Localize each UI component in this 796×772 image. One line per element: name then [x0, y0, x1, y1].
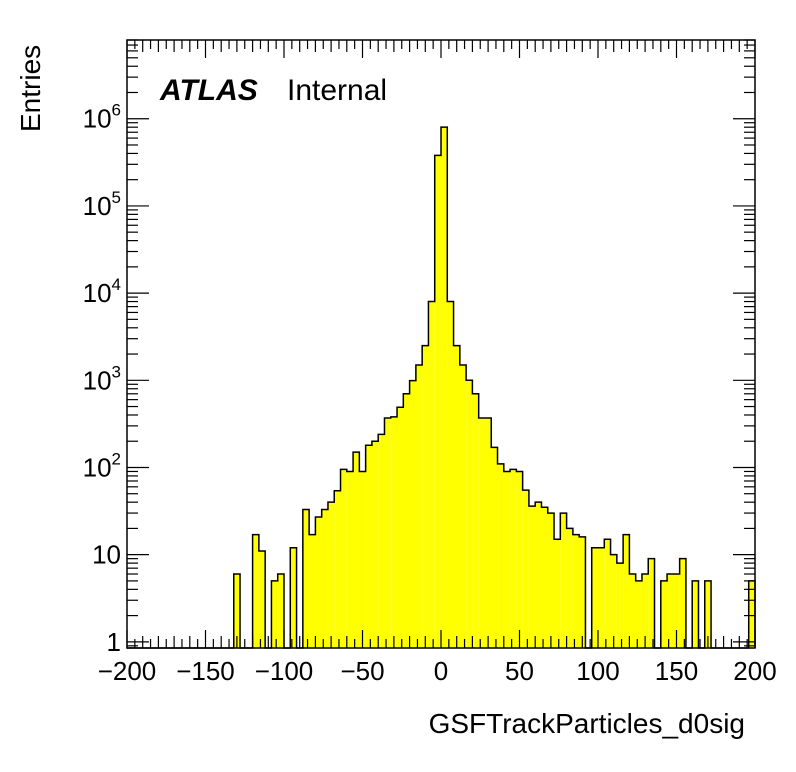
histogram-bar [629, 574, 636, 648]
histogram-bar [554, 539, 561, 648]
histogram-bar [579, 536, 586, 648]
histogram-bar [572, 534, 580, 648]
histogram-bar [340, 469, 347, 648]
histogram-bar [635, 580, 642, 648]
histogram-bar [390, 416, 398, 648]
y-tick-label: 1 [107, 627, 121, 657]
x-tick-label: 50 [505, 656, 534, 686]
histogram-bar [591, 547, 598, 648]
histogram-bar [384, 417, 391, 648]
histogram-outline [127, 126, 756, 649]
histogram-bar [610, 554, 617, 648]
histogram-bar [258, 551, 266, 648]
atlas-label: ATLAS [159, 74, 258, 107]
histogram-bar [359, 471, 366, 648]
histogram-bar [535, 502, 542, 648]
histogram-bar [704, 580, 712, 648]
histogram-bar [346, 471, 354, 648]
x-tick-label: 150 [655, 656, 698, 686]
histogram-bar [466, 380, 473, 648]
histogram-bar [648, 558, 655, 648]
histogram-bar [679, 558, 686, 648]
histogram-bar [422, 345, 429, 648]
histogram-bar [453, 345, 460, 648]
histogram-bar [497, 463, 504, 648]
histogram-bar [510, 469, 517, 648]
histogram-bar [365, 445, 372, 648]
histogram-bar [371, 441, 379, 648]
histogram-bar [660, 580, 668, 648]
histogram-bar [516, 471, 523, 648]
y-tick-label: 103 [83, 362, 121, 395]
histogram-bar [491, 447, 498, 648]
y-tick-label: 106 [83, 101, 121, 134]
y-tick-labels: 1 10 102 103 104 105 106 [83, 101, 121, 657]
histogram-bar [560, 513, 567, 648]
x-tick-label: 200 [733, 656, 776, 686]
histogram-bar [447, 301, 454, 648]
histogram-bar [327, 502, 335, 648]
histogram-bar [547, 513, 555, 648]
histogram-bar [353, 452, 360, 648]
histogram-bar [459, 364, 467, 648]
histogram-bar [472, 393, 479, 648]
y-tick-label: 102 [83, 449, 121, 482]
x-tick-label: −200 [98, 656, 157, 686]
histogram-bar [503, 471, 511, 648]
histogram-bar [478, 417, 485, 648]
x-tick-label: 100 [576, 656, 619, 686]
histogram-bar [302, 509, 310, 648]
x-tick-label: 0 [434, 656, 448, 686]
histogram-bar [441, 127, 448, 649]
y-tick-label: 10 [92, 540, 121, 570]
histogram-bar [522, 490, 529, 648]
histogram-bar [271, 580, 278, 648]
histogram-bar [616, 563, 624, 648]
histogram-bar [321, 509, 328, 648]
histogram-bar [604, 539, 611, 648]
histogram-bar [667, 574, 674, 648]
histogram-bar [277, 574, 284, 648]
histogram-bars [233, 127, 755, 649]
histogram-bar [566, 528, 573, 648]
histogram-bar [541, 507, 548, 648]
histogram-bar [403, 393, 410, 648]
histogram-bar [598, 547, 605, 648]
y-axis-title: Entries [15, 45, 46, 132]
histogram-bar [252, 534, 259, 648]
internal-label: Internal [287, 74, 387, 107]
histogram-bar [397, 407, 404, 648]
histogram-bar [428, 301, 435, 648]
histogram-bar [673, 574, 680, 648]
histogram-bar [309, 534, 316, 648]
histogram-bar [290, 547, 297, 648]
histogram-bar [409, 380, 416, 648]
x-tick-label: −50 [340, 656, 384, 686]
x-tick-labels: −200 −150 −100 −50 0 50 100 150 200 [98, 656, 777, 686]
y-tick-label: 104 [83, 275, 121, 308]
histogram-bar [415, 364, 423, 648]
histogram-bar [692, 580, 699, 648]
x-tick-label: −100 [255, 656, 314, 686]
x-axis-title: GSFTrackParticles_d0sig [429, 708, 745, 739]
y-tick-label: 105 [83, 188, 121, 221]
histogram-bar [334, 490, 341, 648]
histogram-bar [623, 534, 630, 648]
histogram-bar [641, 574, 649, 648]
histogram-bar [378, 434, 385, 648]
x-tick-label: −150 [176, 656, 235, 686]
axis-ticks [126, 39, 756, 648]
histogram-bar [528, 506, 536, 648]
histogram-bar [434, 155, 441, 648]
histogram-bar [233, 574, 241, 648]
histogram-bar [748, 580, 755, 648]
histogram-bar [315, 517, 322, 648]
histogram-bar [484, 417, 492, 648]
